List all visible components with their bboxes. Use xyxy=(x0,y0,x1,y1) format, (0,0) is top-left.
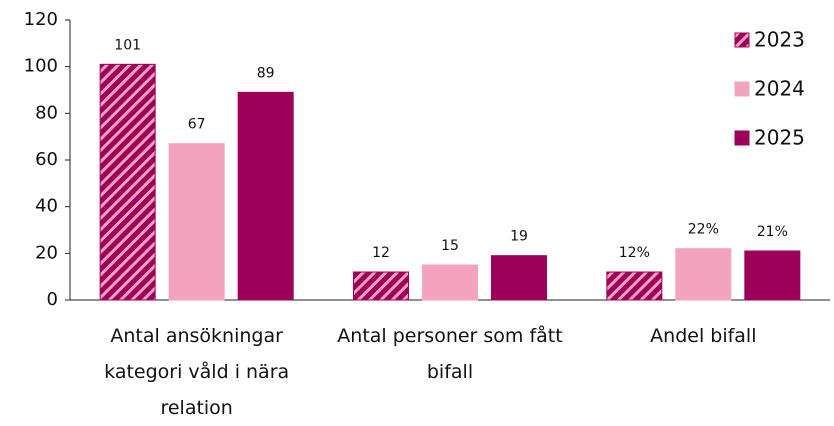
legend-label: 2025 xyxy=(754,126,805,150)
x-tick-label: Antal personer som fått bifall xyxy=(337,325,563,383)
data-label: 101 xyxy=(114,37,141,53)
y-tick-label: 120 xyxy=(24,9,58,30)
legend-swatch xyxy=(734,32,750,48)
bar xyxy=(675,248,732,301)
data-label: 89 xyxy=(257,65,275,81)
data-label: 12 xyxy=(372,245,390,261)
data-label: 67 xyxy=(188,117,206,133)
y-tick-label: 40 xyxy=(35,196,58,217)
legend-label: 2024 xyxy=(754,77,805,101)
bar xyxy=(353,271,409,301)
bar xyxy=(99,63,156,301)
legend-swatch xyxy=(734,130,750,146)
bar xyxy=(237,91,294,301)
data-label: 22% xyxy=(688,222,719,238)
data-label: 21% xyxy=(757,224,788,240)
data-label: 19 xyxy=(510,229,528,245)
x-tick-label: Andel bifall xyxy=(650,325,757,347)
bar xyxy=(744,250,801,301)
bar xyxy=(606,271,663,301)
bar xyxy=(422,264,478,301)
x-tick-label: Antal ansökningar kategori våld i nära r… xyxy=(104,325,290,419)
y-tick-label: 60 xyxy=(35,149,58,170)
legend-swatch xyxy=(734,81,750,97)
y-tick-label: 0 xyxy=(47,289,58,310)
legend-label: 2023 xyxy=(754,28,805,52)
bar xyxy=(491,255,547,301)
y-tick-label: 100 xyxy=(24,56,58,77)
y-tick-label: 20 xyxy=(35,242,58,263)
data-label: 15 xyxy=(441,238,459,254)
data-label: 12% xyxy=(619,245,650,261)
bar xyxy=(168,143,225,301)
y-tick-label: 80 xyxy=(35,102,58,123)
